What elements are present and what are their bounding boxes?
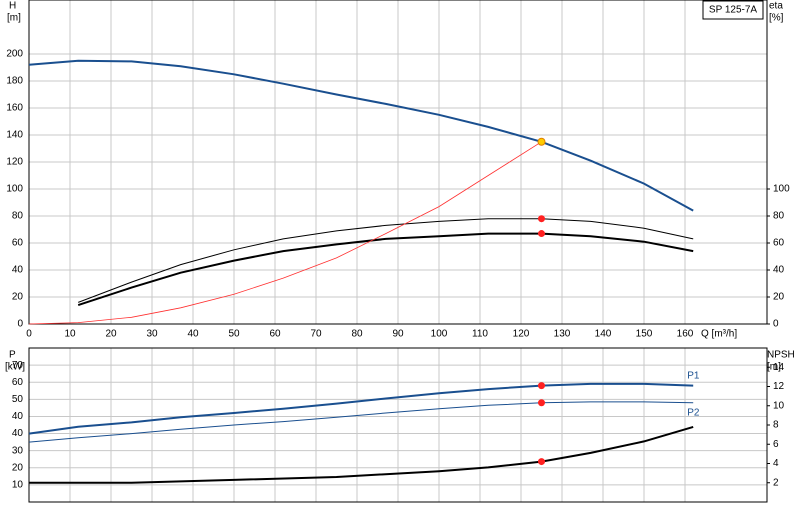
curve — [28, 401, 694, 443]
y-tick-label: 140 — [6, 130, 23, 141]
y2-label: NPSH — [767, 350, 795, 361]
curve — [28, 141, 542, 325]
curve — [28, 382, 694, 435]
marker — [538, 215, 545, 223]
y-label: P — [9, 350, 16, 361]
y-tick-label: 40 — [12, 265, 24, 276]
x-tick-label: 10 — [64, 329, 76, 340]
y2-unit: [m] — [767, 362, 781, 373]
series-label: P2 — [687, 407, 700, 418]
y2-tick-label: 6 — [773, 439, 779, 450]
series-label: P1 — [687, 370, 700, 381]
x-tick-label: 80 — [351, 329, 363, 340]
y2-tick-label: 40 — [773, 265, 785, 276]
y-tick-label: 100 — [6, 184, 23, 195]
y-unit: [m] — [7, 13, 21, 24]
marker — [538, 399, 545, 407]
x-tick-label: 160 — [677, 329, 694, 340]
y2-tick-label: 10 — [773, 400, 785, 411]
x-tick-label: 0 — [26, 329, 32, 340]
y-tick-label: 120 — [6, 157, 23, 168]
plot-frame — [28, 0, 768, 325]
y-tick-label: 30 — [12, 445, 24, 456]
marker — [538, 230, 545, 238]
x-label: Q [m³/h] — [701, 329, 737, 340]
x-tick-label: 90 — [392, 329, 404, 340]
x-tick-label: 60 — [269, 329, 281, 340]
y2-tick-label: 20 — [773, 292, 785, 303]
y-tick-label: 180 — [6, 76, 23, 87]
y-tick-label: 10 — [12, 480, 24, 491]
y2-tick-label: 14 — [773, 362, 785, 373]
curve — [78, 218, 694, 303]
curve — [77, 232, 694, 307]
marker — [537, 137, 546, 146]
y2-label: eta — [769, 1, 783, 12]
title-box — [702, 0, 764, 20]
y2-tick-label: 0 — [773, 319, 779, 330]
x-tick-label: 150 — [636, 329, 653, 340]
y2-tick-label: 2 — [773, 477, 779, 488]
y2-tick-label: 80 — [773, 211, 785, 222]
x-tick-label: 130 — [554, 329, 571, 340]
chart-title: SP 125-7A — [709, 5, 758, 16]
curve — [29, 425, 694, 484]
y-tick-label: 60 — [12, 238, 24, 249]
y-tick-label: 40 — [12, 428, 24, 439]
y2-tick-label: 60 — [773, 238, 785, 249]
x-tick-label: 20 — [105, 329, 117, 340]
x-tick-label: 30 — [146, 329, 158, 340]
y-tick-label: 0 — [17, 319, 23, 330]
y-tick-label: 20 — [12, 462, 24, 473]
y-tick-label: 50 — [12, 394, 24, 405]
curve — [28, 59, 694, 212]
marker — [538, 382, 545, 390]
y2-tick-label: 8 — [773, 420, 779, 431]
y-tick-label: 200 — [6, 49, 23, 60]
x-tick-label: 110 — [472, 329, 488, 340]
marker — [538, 458, 545, 466]
y-tick-label: 160 — [6, 103, 23, 114]
x-tick-label: 40 — [187, 329, 199, 340]
grid — [28, 0, 767, 502]
y-tick-label: 20 — [12, 292, 24, 303]
y2-tick-label: 12 — [773, 381, 785, 392]
x-tick-label: 70 — [310, 329, 322, 340]
x-tick-label: 140 — [595, 329, 612, 340]
y2-tick-label: 4 — [773, 458, 779, 469]
y2-unit: [%] — [769, 13, 784, 24]
x-tick-label: 120 — [513, 329, 530, 340]
y-unit: [kW] — [5, 362, 25, 373]
y-tick-label: 60 — [12, 377, 24, 388]
x-tick-label: 100 — [431, 329, 448, 340]
y2-tick-label: 100 — [773, 184, 790, 195]
y-label: H — [9, 1, 16, 12]
y-tick-label: 80 — [12, 211, 24, 222]
x-tick-label: 50 — [228, 329, 240, 340]
y-tick-label: 70 — [12, 360, 24, 371]
y-tick-label: 40 — [12, 411, 24, 422]
